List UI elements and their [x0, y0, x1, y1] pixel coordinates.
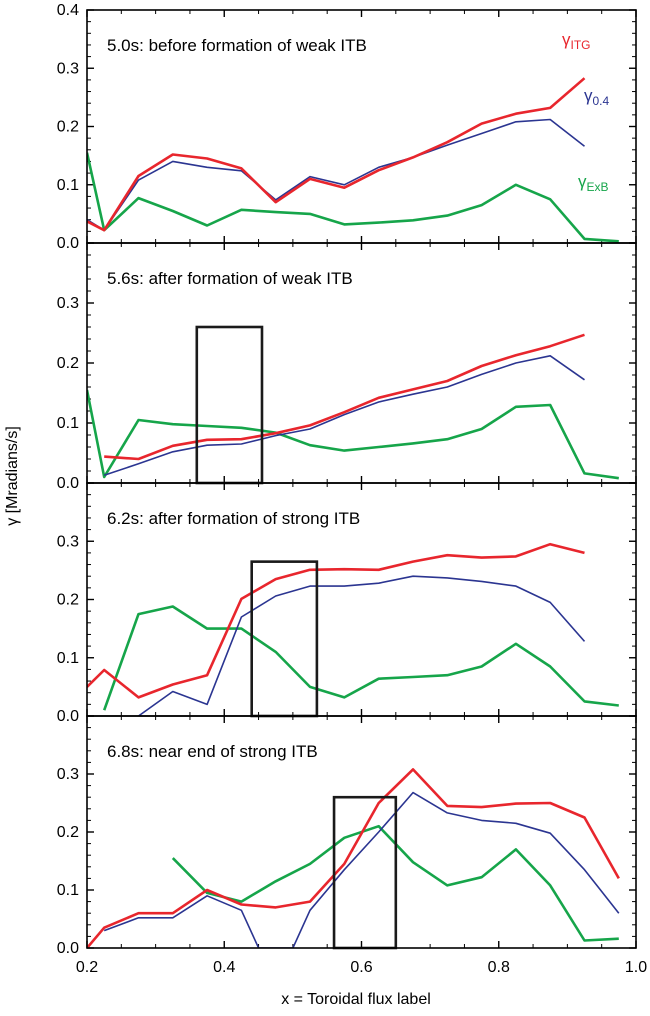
- legend-symbol: γ: [562, 30, 571, 49]
- panel-frame: [86, 715, 637, 949]
- series-group: [87, 542, 619, 716]
- y-tick-label: 0.3: [57, 533, 79, 550]
- y-tick-label: 0.0: [57, 235, 79, 252]
- legend-subscript: ExB: [587, 180, 609, 194]
- series-group: [87, 77, 619, 243]
- series-line-g04: [87, 118, 585, 231]
- x-tick-label: 0.2: [76, 959, 98, 976]
- series-line-itg: [87, 768, 620, 948]
- y-tick-label: 0.0: [57, 475, 79, 492]
- y-tick-label: 0.4: [57, 2, 79, 19]
- y-axis-label: γ [Mradians/s]: [4, 426, 21, 526]
- series-line-g04: [138, 575, 586, 716]
- series-line-g04: [103, 354, 585, 476]
- series-line-itg: [104, 333, 585, 461]
- panel-3: 0.0 0.1 0.2 0.3 6.2s: after formation of str…: [57, 482, 637, 725]
- x-axis-label: x = Toroidal flux label: [281, 991, 431, 1008]
- x-tick-label: 0.8: [488, 959, 510, 976]
- y-tick-label: 0.1: [57, 882, 79, 899]
- legend-subscript: ITG: [571, 38, 591, 52]
- panel-title: 6.8s: near end of strong ITB: [107, 742, 318, 761]
- y-tick-label: 0.1: [57, 177, 79, 194]
- series-line-itg: [87, 542, 585, 699]
- panel-2: 0.0 0.1 0.2 0.3 5.6s: after formation of wea…: [57, 242, 637, 492]
- highlight-box: [195, 325, 264, 485]
- highlight-box: [250, 560, 319, 718]
- y-tick-label: 0.3: [57, 60, 79, 77]
- x-tick-label: 0.4: [213, 959, 235, 976]
- y-tick-label: 0.2: [57, 355, 79, 372]
- series-line-itg: [87, 77, 586, 232]
- y-tick-label: 0.1: [57, 415, 79, 432]
- y-tick-label: 0.2: [57, 592, 79, 609]
- panel-title: 5.6s: after formation of weak ITB: [107, 269, 353, 288]
- series-line-exb: [87, 152, 619, 243]
- series-line-exb: [102, 605, 619, 711]
- panels: 0.0 0.1 0.2 0.3 0.4 5.0s: before formation of…: [57, 2, 637, 957]
- y-tick-label: 0.2: [57, 119, 79, 136]
- y-tick-label: 0.0: [57, 708, 79, 725]
- series-group: [87, 333, 619, 480]
- x-axis-ticks: 0.2 0.4 0.6 0.8 1.0: [76, 959, 647, 976]
- x-tick-label: 1.0: [625, 959, 647, 976]
- legend-item: γITG: [562, 30, 591, 52]
- highlight-box: [332, 795, 398, 950]
- series-line-g04: [103, 791, 620, 948]
- legend-symbol: γ: [584, 86, 593, 105]
- series-line-exb: [87, 389, 619, 480]
- y-tick-label: 0.2: [57, 824, 79, 841]
- legend-subscript: 0.4: [593, 94, 610, 108]
- panel-title: 5.0s: before formation of weak ITB: [107, 36, 367, 55]
- x-tick-label: 0.6: [350, 959, 372, 976]
- legend-symbol: γ: [578, 172, 587, 191]
- legend-item: γ0.4: [584, 86, 610, 108]
- y-tick-label: 0.0: [57, 940, 79, 957]
- y-tick-label: 0.3: [57, 766, 79, 783]
- y-tick-label: 0.3: [57, 295, 79, 312]
- panel-1: 0.0 0.1 0.2 0.3 0.4 5.0s: before formation of…: [57, 2, 637, 252]
- y-tick-label: 0.1: [57, 650, 79, 667]
- legend-item: γExB: [578, 172, 609, 194]
- panel-4: 0.0 0.1 0.2 0.3 6.8s: near end of strong ITB: [57, 715, 637, 957]
- panel-title: 6.2s: after formation of strong ITB: [107, 509, 360, 528]
